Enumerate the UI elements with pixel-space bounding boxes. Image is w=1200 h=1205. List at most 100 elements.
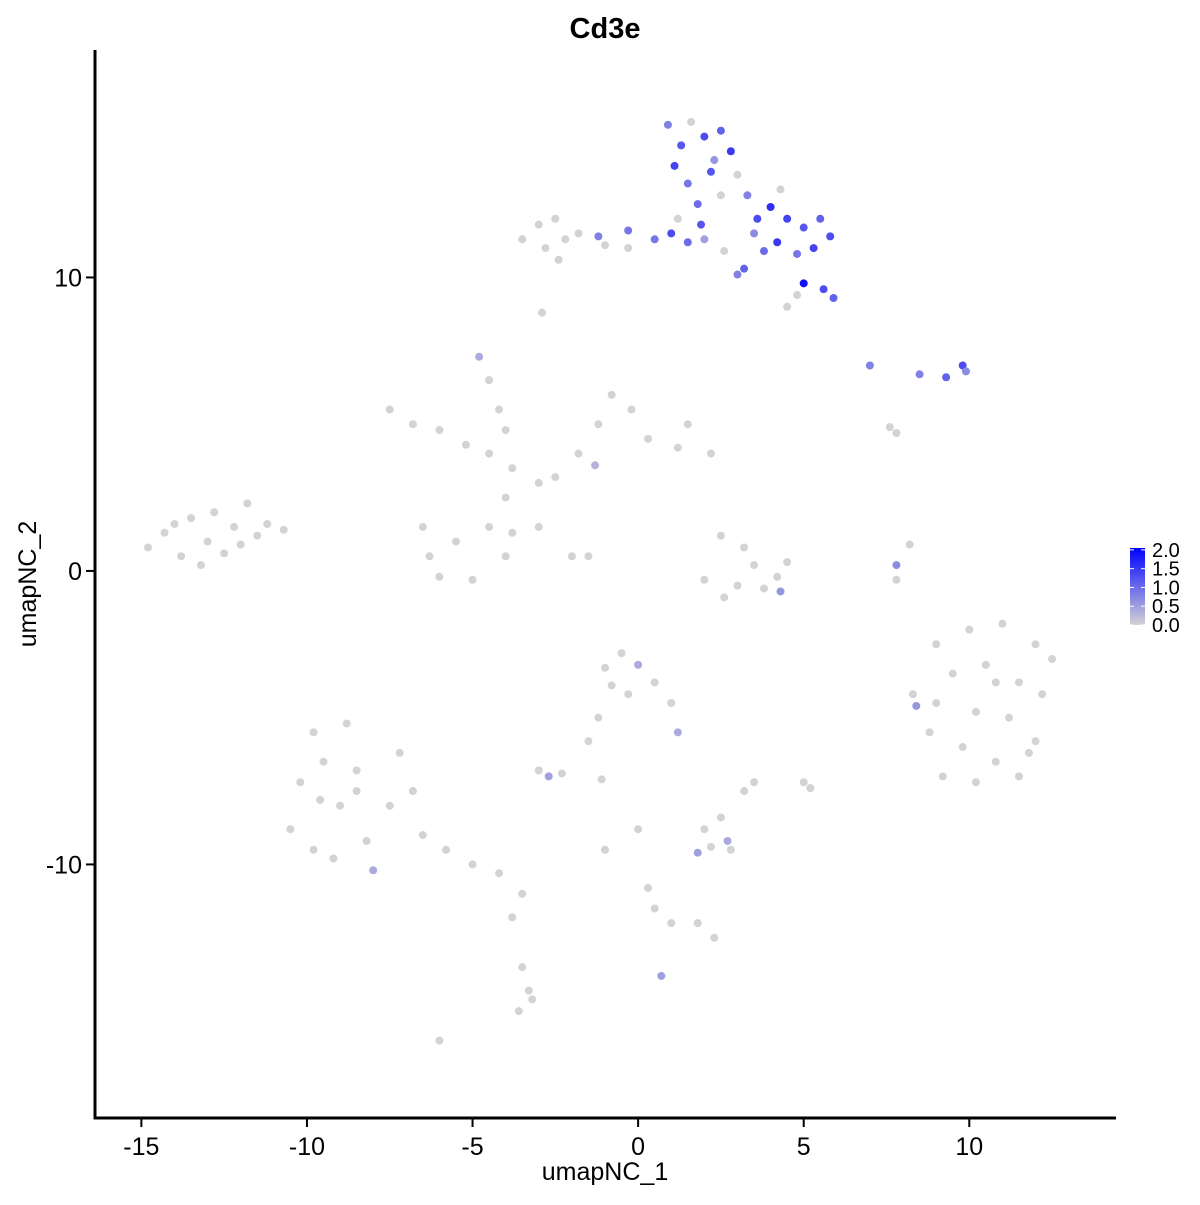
cell-point: [726, 147, 735, 156]
cell-point: [296, 778, 305, 787]
x-tick-label: -10: [289, 1133, 325, 1161]
cell-point: [607, 390, 616, 399]
cell-point: [624, 226, 633, 235]
cell-point: [783, 214, 792, 223]
cell-point: [683, 179, 692, 188]
colorbar-label: 0.5: [1152, 596, 1180, 618]
cell-point: [263, 519, 272, 528]
cell-point: [594, 420, 603, 429]
cell-point: [693, 200, 702, 209]
x-tick-label: 10: [955, 1133, 983, 1161]
cell-point: [538, 308, 547, 317]
cell-point: [514, 1007, 523, 1016]
cell-point: [554, 255, 563, 264]
x-tick-label: 0: [631, 1133, 645, 1161]
cell-point: [644, 883, 653, 892]
cell-point: [991, 757, 1000, 766]
cell-point: [220, 549, 229, 558]
cell-point: [230, 522, 239, 531]
cell-point: [710, 156, 719, 165]
cell-point: [750, 229, 759, 238]
cell-point: [279, 525, 288, 534]
cell-point: [991, 678, 1000, 687]
cell-point: [1014, 678, 1023, 687]
cell-point: [187, 514, 196, 523]
cell-point: [1024, 748, 1033, 757]
cell-point: [508, 913, 517, 922]
cell-point: [799, 778, 808, 787]
cell-point: [435, 572, 444, 581]
cell-point: [551, 214, 560, 223]
cell-point: [485, 376, 494, 385]
cell-point: [451, 537, 460, 546]
cell-point: [783, 302, 792, 311]
cell-point: [170, 519, 179, 528]
cell-point: [759, 584, 768, 593]
cell-point: [342, 719, 351, 728]
cell-point: [667, 919, 676, 928]
cell-point: [634, 660, 643, 669]
y-axis-label: umapNC_2: [14, 521, 42, 647]
cell-point: [160, 528, 169, 537]
cell-point: [624, 690, 633, 699]
cell-point: [495, 405, 504, 414]
cell-point: [706, 449, 715, 458]
colorbar-label: 1.5: [1152, 559, 1180, 581]
cell-point: [385, 405, 394, 414]
cell-point: [425, 552, 434, 561]
cell-point: [601, 241, 609, 250]
cell-point: [650, 235, 659, 244]
cell-point: [352, 766, 361, 775]
cell-point: [783, 558, 792, 567]
cell-point: [395, 748, 404, 757]
cell-point: [759, 247, 768, 256]
cell-point: [534, 522, 543, 531]
colorbar: [1130, 548, 1145, 625]
y-tick-label: 0: [68, 558, 82, 586]
cell-point: [819, 285, 828, 294]
cell-point: [236, 540, 245, 549]
cell-point: [700, 825, 709, 834]
cell-point: [574, 229, 583, 238]
cell-point: [594, 232, 603, 241]
cell-point: [677, 141, 686, 150]
cell-point: [408, 420, 417, 429]
cell-point: [971, 707, 980, 716]
cell-point: [601, 663, 609, 672]
cell-point: [938, 772, 947, 781]
cell-point: [601, 845, 609, 854]
cell-point: [501, 552, 510, 561]
cell-point: [485, 449, 494, 458]
cell-point: [468, 575, 477, 584]
cell-point: [544, 772, 553, 781]
cell-point: [700, 235, 709, 244]
cell-point: [442, 845, 451, 854]
cell-point: [418, 522, 427, 531]
cell-point: [336, 801, 345, 810]
cell-point: [309, 845, 318, 854]
cell-point: [143, 543, 152, 552]
cell-point: [683, 420, 692, 429]
cell-point: [518, 235, 527, 244]
cell-point: [806, 784, 815, 793]
cell-point: [908, 690, 917, 699]
cell-point: [865, 361, 874, 370]
cell-point: [740, 264, 749, 273]
cell-point: [597, 775, 606, 784]
cell-point: [706, 167, 715, 176]
cell-point: [683, 238, 692, 247]
x-tick-label: -5: [461, 1133, 483, 1161]
cell-point: [720, 247, 729, 256]
cell-point: [1014, 772, 1023, 781]
cell-point: [750, 778, 759, 787]
cell-point: [726, 845, 735, 854]
cell-point: [534, 766, 543, 775]
cell-point: [551, 473, 560, 482]
cell-point: [243, 499, 252, 508]
cell-point: [958, 743, 967, 752]
cell-point: [892, 429, 901, 438]
cell-point: [657, 971, 666, 980]
cell-point: [329, 854, 338, 863]
cell-point: [773, 572, 782, 581]
cell-point: [541, 244, 550, 253]
